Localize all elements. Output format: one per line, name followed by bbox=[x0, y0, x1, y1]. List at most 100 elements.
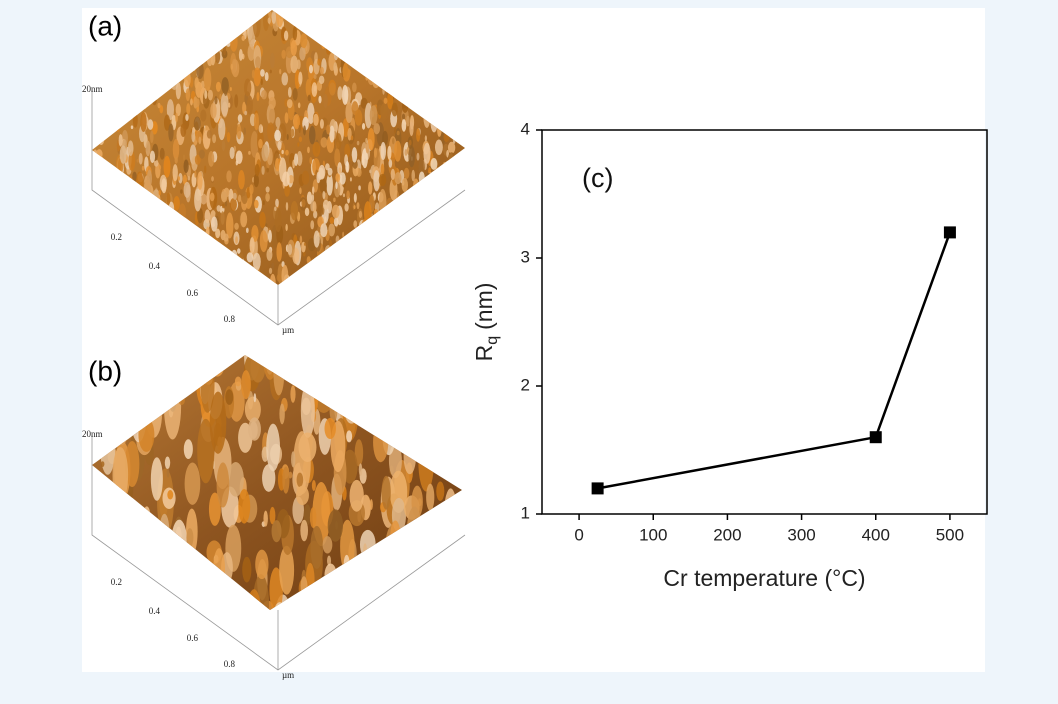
marker bbox=[944, 226, 956, 238]
afm-peak bbox=[176, 82, 181, 99]
afm-peak bbox=[346, 430, 352, 442]
afm-peak bbox=[190, 98, 193, 105]
afm-peak bbox=[351, 135, 353, 140]
y-axis-label-part: q bbox=[484, 336, 501, 345]
afm-peak bbox=[404, 168, 410, 179]
afm-peak bbox=[370, 499, 373, 510]
afm-peak bbox=[234, 94, 238, 108]
afm-peak bbox=[307, 191, 312, 204]
afm-peak bbox=[310, 220, 314, 229]
afm-peak bbox=[274, 206, 276, 211]
afm-peak bbox=[369, 170, 371, 174]
afm-peak bbox=[221, 92, 229, 116]
afm-peak bbox=[310, 507, 317, 528]
y-tick-label: 2 bbox=[521, 375, 530, 394]
afm-peak bbox=[254, 67, 261, 86]
afm-peak bbox=[282, 172, 290, 187]
afm-peak bbox=[320, 67, 324, 75]
afm-peak bbox=[159, 165, 161, 169]
afm-peak bbox=[380, 103, 388, 119]
afm-peak bbox=[290, 385, 295, 402]
afm-peak bbox=[160, 148, 165, 160]
afm-peak bbox=[269, 268, 272, 274]
afm-peak bbox=[318, 204, 323, 216]
afm-peak bbox=[350, 177, 352, 181]
afm-peak bbox=[282, 466, 289, 493]
afm-peak bbox=[211, 176, 214, 181]
afm-peak bbox=[266, 186, 270, 192]
afm-tick-label: 0.6 bbox=[187, 633, 199, 643]
afm-peak bbox=[200, 110, 206, 122]
afm-peak bbox=[175, 113, 178, 123]
afm-peak bbox=[297, 59, 301, 69]
afm-peak bbox=[248, 151, 251, 155]
afm-peak bbox=[312, 480, 316, 491]
afm-peak bbox=[218, 118, 225, 140]
afm-peak bbox=[409, 140, 412, 146]
afm-peak bbox=[230, 147, 235, 159]
afm-peak bbox=[188, 176, 190, 181]
afm-peak bbox=[299, 137, 302, 142]
afm-peak bbox=[334, 217, 339, 226]
afm-peak bbox=[402, 114, 405, 120]
afm-peak bbox=[298, 102, 301, 108]
afm-peak bbox=[338, 167, 341, 173]
y-axis-label-part: (nm) bbox=[471, 283, 497, 330]
afm-peak bbox=[271, 11, 276, 24]
afm-peak bbox=[326, 125, 330, 135]
afm-unit: µm bbox=[282, 670, 294, 680]
afm-peak bbox=[128, 140, 134, 156]
afm-peak bbox=[244, 127, 246, 134]
afm-peak bbox=[275, 199, 279, 208]
afm-peak bbox=[208, 90, 213, 101]
afm-peak bbox=[426, 484, 434, 511]
afm-peak bbox=[204, 165, 206, 173]
afm-peak bbox=[335, 181, 337, 189]
afm-peak bbox=[194, 117, 201, 131]
afm-peak bbox=[275, 117, 280, 128]
figure: (a)20nm0.20.40.60.8µm(b)20nm0.20.40.60.8… bbox=[0, 0, 1058, 704]
afm-peak bbox=[263, 200, 265, 205]
afm-peak bbox=[254, 393, 257, 402]
afm-peak bbox=[255, 550, 268, 579]
afm-peak bbox=[247, 252, 254, 262]
afm-peak bbox=[279, 403, 284, 424]
afm-peak bbox=[285, 112, 289, 123]
afm-peak bbox=[230, 87, 232, 91]
afm-peak bbox=[381, 164, 385, 176]
afm-peak bbox=[323, 200, 329, 210]
afm-peak bbox=[359, 211, 362, 218]
afm-peak bbox=[305, 208, 309, 216]
y-axis-label: Rq(nm) bbox=[471, 283, 501, 362]
afm-tick-label: 0.6 bbox=[187, 288, 199, 298]
afm-peak bbox=[140, 112, 146, 132]
afm-peak bbox=[238, 489, 250, 524]
afm-peak bbox=[224, 90, 227, 96]
afm-peak bbox=[297, 142, 299, 147]
afm-peak bbox=[151, 457, 163, 501]
y-tick-label: 4 bbox=[521, 119, 530, 138]
afm-peak bbox=[260, 69, 265, 77]
afm-peak bbox=[225, 389, 233, 405]
afm-peak bbox=[394, 141, 401, 162]
annotation: (c) bbox=[582, 163, 613, 193]
z-scale-label: 20nm bbox=[82, 429, 103, 439]
z-scale-label: 20nm bbox=[82, 84, 103, 94]
afm-peak bbox=[343, 193, 345, 197]
page: {"panels": [ {"label": "(a)", "z_label":… bbox=[0, 0, 1058, 704]
x-axis-label: Cr temperature (°C) bbox=[663, 565, 865, 591]
afm-peak bbox=[299, 47, 305, 61]
afm-peak bbox=[266, 168, 269, 173]
afm-peak bbox=[298, 125, 301, 133]
afm-peak bbox=[300, 520, 308, 541]
afm-peak bbox=[236, 150, 243, 163]
afm-peak bbox=[302, 171, 310, 185]
afm-peak bbox=[265, 223, 267, 227]
afm-peak bbox=[291, 451, 295, 467]
afm-peak bbox=[288, 244, 293, 255]
afm-peak bbox=[186, 88, 190, 101]
afm-peak bbox=[314, 74, 317, 79]
afm-peak bbox=[215, 228, 220, 238]
afm-peak bbox=[357, 141, 360, 145]
x-tick-label: 0 bbox=[574, 525, 583, 544]
